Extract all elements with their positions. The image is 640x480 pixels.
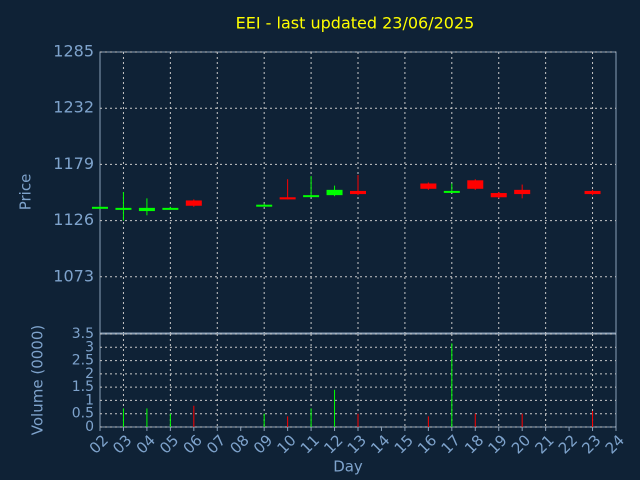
- volume-bar: [169, 413, 171, 427]
- y-tick-label: 1.5: [72, 379, 94, 395]
- candle-body: [350, 190, 366, 195]
- candle-body: [92, 206, 108, 209]
- candle-body: [279, 197, 296, 200]
- y-tick-label: 3: [85, 339, 94, 355]
- volume-bar: [193, 405, 195, 427]
- candle-body: [303, 195, 320, 198]
- volume-bar: [451, 343, 453, 427]
- candle-body: [138, 207, 155, 212]
- y-tick-label: 1126: [53, 210, 94, 229]
- y-tick-label: 3.5: [72, 326, 94, 342]
- y-tick-label: 0: [85, 419, 94, 435]
- volume-bar: [427, 416, 429, 427]
- candle-body: [584, 190, 601, 195]
- volume-bar: [334, 389, 336, 427]
- y-tick-label: 2.5: [72, 353, 94, 369]
- y-tick-label: 1232: [53, 98, 94, 117]
- y-axis-label: Volume (0000): [29, 325, 47, 435]
- candle-body: [162, 207, 179, 210]
- volume-bar: [474, 413, 476, 427]
- candle-body: [443, 190, 460, 193]
- x-axis-label: Day: [333, 458, 363, 476]
- y-axis-label: Price: [17, 174, 35, 211]
- y-tick-label: 1: [85, 392, 94, 408]
- chart-title: EEI - last updated 23/06/2025: [236, 14, 475, 33]
- volume-bar: [122, 408, 124, 427]
- y-tick-label: 0.5: [72, 406, 94, 422]
- volume-bar: [357, 413, 359, 427]
- volume-bar: [146, 408, 148, 427]
- candle-body: [490, 193, 507, 198]
- candle-body: [420, 183, 437, 189]
- candle-body: [185, 200, 202, 206]
- volume-bar: [263, 413, 265, 427]
- volume-bar: [521, 413, 523, 427]
- y-tick-label: 1179: [53, 154, 94, 173]
- candle-body: [467, 180, 484, 189]
- volume-bar: [592, 411, 594, 427]
- y-tick-label: 2: [85, 366, 94, 382]
- candle-body: [115, 207, 132, 210]
- candle-body: [326, 189, 343, 196]
- candle-body: [514, 189, 531, 195]
- volume-bar: [287, 416, 289, 427]
- candle-body: [256, 204, 273, 207]
- volume-bar: [310, 408, 312, 427]
- y-tick-label: 1285: [53, 42, 94, 61]
- y-tick-label: 1073: [53, 266, 94, 285]
